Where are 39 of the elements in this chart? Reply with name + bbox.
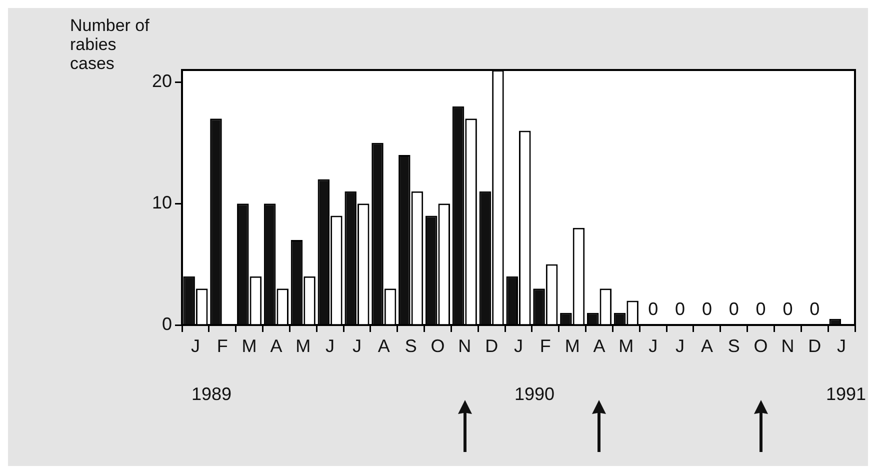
x-tick-label: J bbox=[190, 336, 200, 356]
text: 1989 bbox=[191, 384, 232, 404]
x-tick-label: J bbox=[837, 336, 846, 356]
x-tick-label: A bbox=[378, 336, 390, 356]
x-tick-label: F bbox=[540, 336, 551, 356]
y-tick-label: 10 bbox=[152, 192, 172, 213]
x-tick-label: J bbox=[514, 336, 523, 356]
data-label: 0 bbox=[675, 298, 686, 319]
text: 1990 bbox=[514, 384, 555, 404]
x-tick-label: A bbox=[700, 336, 713, 356]
data-label: 0 bbox=[810, 298, 820, 319]
data-label: 0 bbox=[728, 298, 739, 319]
y-axis-title: Number of rabies cases bbox=[70, 16, 150, 74]
y-tick-label: 0 bbox=[162, 314, 172, 334]
x-tick-label: J bbox=[326, 336, 335, 356]
x-tick-label: A bbox=[270, 336, 282, 356]
x-tick-label: D bbox=[808, 336, 822, 356]
y-tick-label: 20 bbox=[152, 71, 172, 92]
x-tick-label: D bbox=[485, 336, 498, 356]
data-label: 0 bbox=[782, 298, 793, 319]
x-tick-label: O bbox=[754, 336, 768, 356]
x-tick-label: S bbox=[404, 336, 417, 356]
x-tick-label: S bbox=[728, 336, 740, 356]
x-tick-label: M bbox=[564, 336, 580, 356]
x-tick-label: A bbox=[593, 336, 606, 356]
data-label: 0 bbox=[756, 298, 766, 319]
data-label: 0 bbox=[702, 298, 712, 319]
x-tick-label: M bbox=[618, 336, 634, 356]
x-tick-label: N bbox=[458, 336, 472, 356]
x-tick-label: M bbox=[296, 336, 311, 356]
x-tick-label: O bbox=[430, 336, 445, 356]
x-tick-label: F bbox=[216, 336, 228, 356]
text: 1991 bbox=[826, 384, 866, 404]
x-tick-label: N bbox=[781, 336, 794, 356]
data-label: 0 bbox=[648, 298, 658, 319]
x-tick-label: J bbox=[352, 336, 362, 356]
x-tick-label: J bbox=[676, 336, 685, 356]
x-tick-label: J bbox=[648, 336, 658, 356]
x-tick-label: M bbox=[242, 336, 257, 356]
